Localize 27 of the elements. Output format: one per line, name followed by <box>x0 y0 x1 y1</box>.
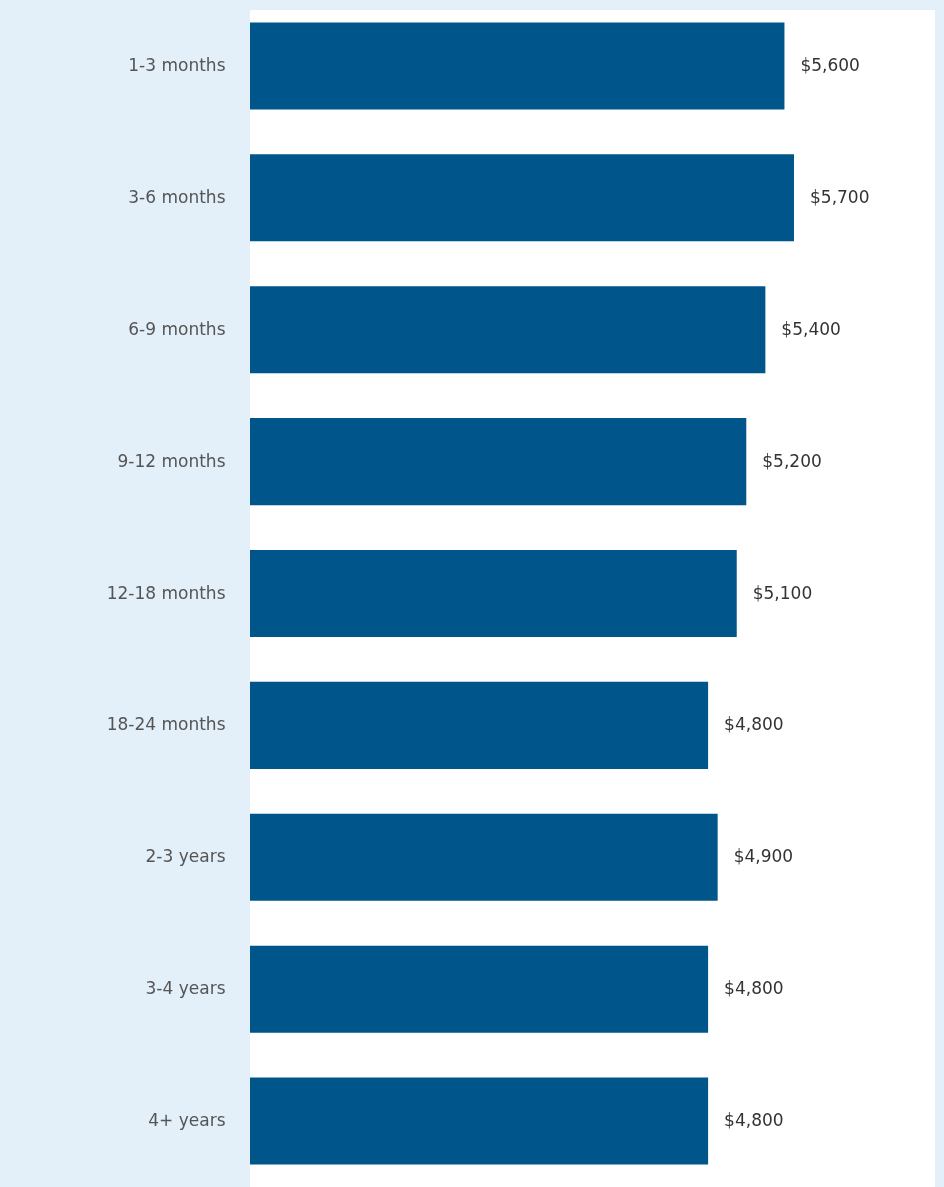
bar <box>250 813 718 901</box>
data-label: $5,600 <box>800 54 860 75</box>
bar <box>250 286 766 374</box>
bar <box>250 549 737 638</box>
bar <box>250 945 709 1033</box>
data-label: $4,800 <box>724 978 784 999</box>
y-tick-label: 3-6 months <box>128 186 226 207</box>
data-label: $5,200 <box>762 450 822 471</box>
y-tick-label: 12-18 months <box>106 582 226 603</box>
bar <box>250 418 747 506</box>
data-label: $4,900 <box>733 846 794 867</box>
data-label: $4,800 <box>724 1110 784 1131</box>
y-tick-label: 4+ years <box>148 1110 226 1131</box>
data-label: $4,800 <box>724 714 784 735</box>
y-tick-label: 1-3 months <box>128 54 226 75</box>
y-tick-label: 2-3 years <box>145 846 226 867</box>
bar <box>250 22 785 110</box>
bar <box>250 681 709 769</box>
bar <box>250 1077 709 1165</box>
data-label: $5,100 <box>752 582 813 603</box>
y-tick-label: 18-24 months <box>106 714 226 735</box>
y-tick-label: 9-12 months <box>117 450 226 471</box>
data-label: $5,700 <box>810 186 870 207</box>
bar <box>250 154 794 242</box>
data-label: $5,400 <box>781 318 841 339</box>
y-tick-label: 6-9 months <box>128 318 226 339</box>
y-tick-label: 3-4 years <box>145 978 226 999</box>
